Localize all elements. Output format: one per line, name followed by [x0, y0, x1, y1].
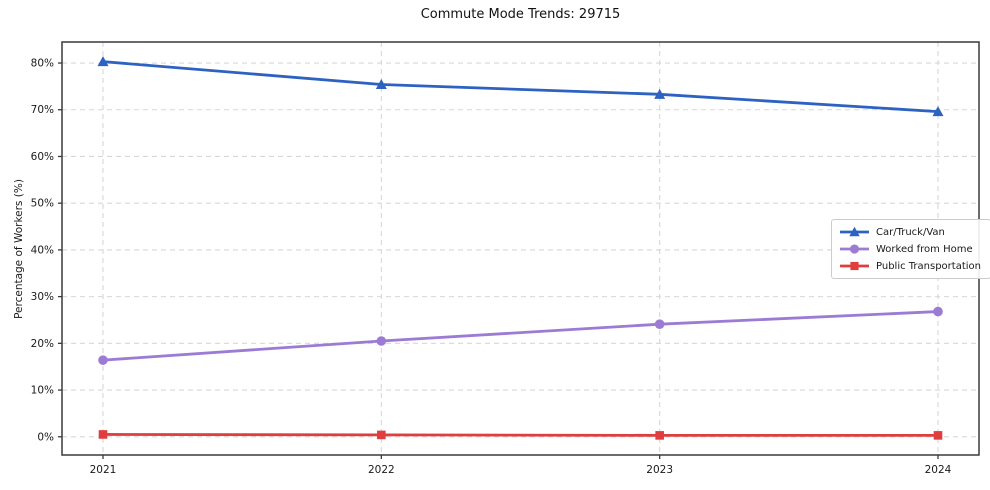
y-tick-label: 70%	[31, 104, 54, 116]
triangle-marker	[654, 88, 666, 99]
y-tick-label: 30%	[31, 291, 54, 303]
square-marker	[98, 430, 108, 439]
triangle-marker	[932, 106, 944, 117]
x-tick-label: 2023	[646, 464, 673, 476]
square-marker	[933, 431, 943, 440]
legend-sample-square-icon	[840, 261, 869, 271]
y-tick-label: 50%	[31, 198, 54, 210]
legend-sample-circle-icon	[840, 244, 869, 254]
legend: Car/Truck/Van Worked from Home Public Tran…	[831, 219, 990, 279]
x-tick-label: 2024	[925, 464, 952, 476]
series-line-car-truck-van	[101, 60, 940, 114]
legend-item-public-transportation: Public Transportation	[839, 259, 981, 273]
circle-marker	[849, 244, 860, 254]
series-line-worked-from-home	[101, 310, 940, 362]
square-marker	[850, 261, 859, 271]
circle-marker	[933, 306, 943, 317]
legend-item-car-truck-van: Car/Truck/Van	[839, 225, 981, 239]
triangle-marker	[849, 226, 860, 237]
square-marker	[377, 430, 386, 440]
legend-label: Public Transportation	[876, 260, 981, 272]
chart-title: Commute Mode Trends: 29715	[420, 7, 621, 22]
y-tick-label: 60%	[31, 151, 54, 163]
x-tick-label: 2021	[90, 464, 117, 476]
triangle-marker	[375, 79, 387, 90]
legend-label: Worked from Home	[876, 243, 973, 255]
legend-sample-triangle-icon	[840, 226, 869, 237]
y-tick-label: 0%	[37, 431, 54, 443]
triangle-marker	[97, 56, 109, 67]
x-tick-label: 2022	[368, 464, 395, 476]
legend-item-worked-from-home: Worked from Home	[839, 242, 981, 256]
y-tick-label: 20%	[31, 338, 54, 350]
y-tick-label: 40%	[31, 244, 54, 256]
series-line-public-transportation	[101, 433, 940, 437]
y-tick-label: 80%	[31, 58, 54, 70]
circle-marker	[98, 355, 108, 365]
y-tick-label: 10%	[31, 385, 54, 397]
circle-marker	[654, 319, 665, 329]
legend-label: Car/Truck/Van	[876, 226, 945, 238]
y-axis-label: Percentage of Workers (%)	[13, 179, 25, 319]
square-marker	[655, 431, 664, 440]
circle-marker	[376, 336, 387, 346]
